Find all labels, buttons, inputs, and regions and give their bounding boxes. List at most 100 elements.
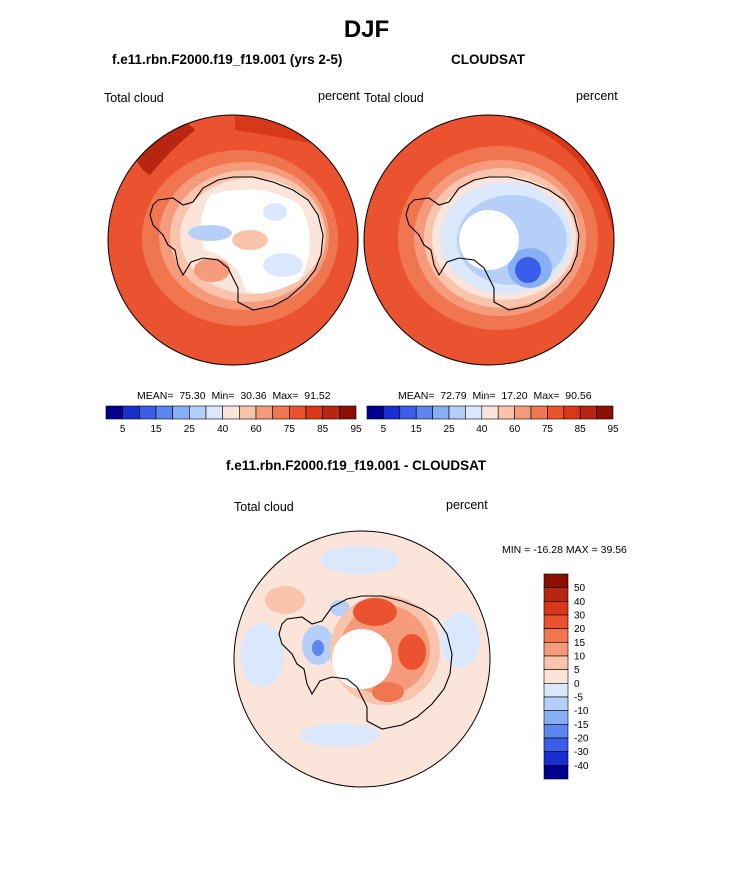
panel1-colorbar-swatch — [255, 405, 273, 420]
panel1-colorbar-swatch — [105, 405, 123, 420]
panel3-field-blue2 — [320, 546, 400, 574]
panel1-colorbar-tick-label: 75 — [284, 424, 296, 435]
panel3-colorbar-swatch — [543, 724, 569, 739]
panel2-colorbar-swatch — [481, 405, 499, 420]
panel3-field-blue6 — [312, 640, 324, 656]
panel2-min-value: 17.20 — [501, 390, 528, 402]
panel1-colorbar-swatch — [205, 405, 223, 420]
panel3-colorbar-tick-label: 5 — [574, 665, 580, 676]
panel2-colorbar-swatch — [465, 405, 483, 420]
panel2-colorbar-swatch — [415, 405, 433, 420]
panel2-stats: MEAN= 72.79 Min= 17.20 Max= 90.56 — [398, 390, 592, 402]
panel1-map-border — [107, 114, 359, 366]
panel1-min-value: 30.36 — [240, 390, 267, 402]
panel1-title: f.e11.rbn.F2000.f19_f19.001 (yrs 2-5) — [112, 52, 343, 67]
panel2-colorbar-swatch — [432, 405, 450, 420]
panel3-colorbar-tick-label: -15 — [574, 720, 589, 731]
panel1-colorbar-swatch — [222, 405, 240, 420]
panel1-colorbar: 5 15 25 40 60 75 85 95 — [105, 405, 362, 435]
panel1-max-label: Max= — [272, 390, 299, 402]
panel1-field-peach2 — [232, 230, 268, 250]
panel2-field-nodata-hole — [459, 210, 519, 270]
panel3-map-border — [233, 530, 491, 788]
panel3-colorbar-tick-label: 40 — [574, 597, 586, 608]
panel2-colorbar-swatch — [448, 405, 466, 420]
panel3-colorbar-swatch — [543, 628, 569, 643]
panel1-colorbar-swatch — [239, 405, 257, 420]
panel2-colorbar-tick-label: 60 — [509, 424, 521, 435]
panel1-field-peach1 — [194, 258, 230, 282]
panel2-colorbar-swatch — [596, 405, 614, 420]
panel3-minmax: MIN = -16.28 MAX = 39.56 — [502, 544, 627, 556]
panel1-variable-label: Total cloud — [104, 91, 164, 105]
panel2-colorbar-tick-label: 75 — [542, 424, 554, 435]
panel1-colorbar-tick-label: 60 — [250, 424, 262, 435]
panel1-map — [108, 115, 358, 365]
panel2-colorbar-tick-label: 85 — [575, 424, 587, 435]
panel3-units-label: percent — [446, 498, 488, 512]
panel3-colorbar-swatch — [543, 587, 569, 602]
panel3-colorbar-swatch — [543, 765, 569, 780]
panel2-mean-label: MEAN= — [398, 390, 435, 402]
panel3-field-nodata-hole — [332, 629, 392, 689]
panel2-colorbar-tick-label: 40 — [476, 424, 488, 435]
panel1-colorbar-swatch — [189, 405, 207, 420]
panel2-map-border — [363, 114, 615, 366]
panel1-field-blue3 — [263, 203, 287, 221]
panel1-colorbar-swatch — [139, 405, 157, 420]
panel1-colorbar-swatch — [172, 405, 190, 420]
panel1-colorbar-tick-label: 95 — [350, 424, 362, 435]
panel3-colorbar-tick-label: 30 — [574, 611, 586, 622]
panel2-variable-label: Total cloud — [364, 91, 424, 105]
panel3-colorbar-tick-label: 10 — [574, 652, 586, 663]
panel1-colorbar-tick-label: 5 — [120, 424, 126, 435]
panel2-colorbar-swatch — [383, 405, 401, 420]
panel2-colorbar-swatch — [514, 405, 532, 420]
panel2-colorbar-tick-label: 5 — [381, 424, 387, 435]
panel3-colorbar-tick-label: -30 — [574, 747, 589, 758]
panel2-colorbar-swatch — [563, 405, 581, 420]
panel3-colorbar-swatch — [543, 614, 569, 629]
panel1-colorbar-swatch — [305, 405, 323, 420]
panel2-colorbar: 5 15 25 40 60 75 85 95 — [366, 405, 619, 435]
panel1-colorbar-swatch — [289, 405, 307, 420]
panel1-colorbar-swatch — [339, 405, 357, 420]
panel1-mean-value: 75.30 — [179, 390, 206, 402]
panel3-colorbar-tick-label: 50 — [574, 583, 586, 594]
panel1-colorbar-tick-label: 40 — [217, 424, 229, 435]
panel3-field-red4 — [398, 634, 426, 670]
panel3-colorbar-swatch — [543, 737, 569, 752]
panel3-field-blue1 — [240, 623, 284, 687]
panel1-min-label: Min= — [211, 390, 235, 402]
panel2-colorbar-swatch — [497, 405, 515, 420]
panel3-colorbar-swatch — [543, 669, 569, 684]
panel3-colorbar-swatch — [543, 696, 569, 711]
panel2-max-label: Max= — [533, 390, 560, 402]
panel2-colorbar-swatch — [579, 405, 597, 420]
panel1-colorbar-swatch — [272, 405, 290, 420]
panel3-colorbar-tick-label: -40 — [574, 761, 589, 772]
panel1-colorbar-tick-label: 15 — [150, 424, 162, 435]
panel1-mean-label: MEAN= — [137, 390, 174, 402]
panel2-colorbar-tick-label: 95 — [607, 424, 619, 435]
panel3-colorbar-tick-label: -10 — [574, 706, 589, 717]
panel3-colorbar-swatch — [543, 751, 569, 766]
panel3-colorbar-tick-label: 20 — [574, 624, 586, 635]
panel3-colorbar-swatch — [543, 642, 569, 657]
panel3-map — [234, 531, 490, 787]
panel2-colorbar-swatch — [366, 405, 384, 420]
panel3-colorbar-tick-label: 15 — [574, 638, 586, 649]
panel3-field-red5 — [372, 682, 404, 702]
panel2-map — [364, 115, 614, 365]
panel3-colorbar-swatch — [543, 573, 569, 588]
panel3-field-lightred — [265, 586, 305, 614]
panel3-colorbar-tick-label: 0 — [574, 679, 580, 690]
panel3-field-blue7 — [330, 600, 350, 616]
panel2-colorbar-swatch — [399, 405, 417, 420]
panel2-colorbar-swatch — [547, 405, 565, 420]
panel3-field-blue3 — [440, 612, 480, 668]
panel2-title: CLOUDSAT — [451, 52, 525, 67]
panel3-field-blue4 — [300, 723, 380, 747]
panel3-colorbar-swatch — [543, 683, 569, 698]
panel3-field-red3 — [353, 598, 397, 626]
